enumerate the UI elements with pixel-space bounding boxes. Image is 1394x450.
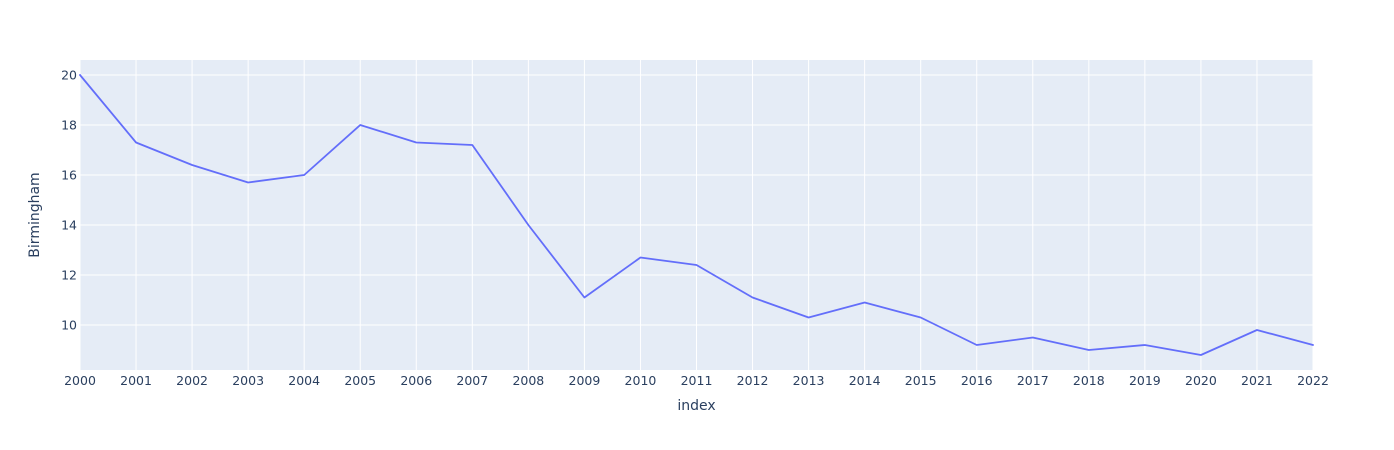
x-tick-label: 2007 — [456, 373, 488, 388]
y-tick-label: 12 — [61, 268, 77, 283]
series-line — [79, 74, 1314, 356]
x-tick-label: 2011 — [681, 373, 713, 388]
x-tick-label: 2017 — [1017, 373, 1049, 388]
y-axis-ticks: 10 12 14 16 18 20 — [61, 68, 77, 333]
x-axis-ticks: 2000 2001 2002 2003 2004 2005 2006 2007 2008 2009… — [64, 373, 1329, 388]
x-tick-label: 2009 — [569, 373, 601, 388]
x-tick-label: 2010 — [625, 373, 657, 388]
x-tick-label: 2019 — [1129, 373, 1161, 388]
x-axis-title: index — [677, 398, 715, 414]
x-tick-label: 2001 — [120, 373, 152, 388]
series-layer — [79, 74, 1314, 356]
x-tick-label: 2008 — [512, 373, 544, 388]
y-axis-title: Birmingham — [27, 172, 43, 257]
y-tick-label: 16 — [61, 168, 77, 183]
x-tick-label: 2004 — [288, 373, 320, 388]
x-tick-label: 2014 — [849, 373, 881, 388]
y-tick-label: 14 — [61, 218, 77, 233]
x-tick-label: 2015 — [905, 373, 937, 388]
y-tick-label: 10 — [61, 318, 77, 333]
y-tick-label: 20 — [61, 68, 77, 83]
y-tick-label: 18 — [61, 118, 77, 133]
x-tick-label: 2000 — [64, 373, 96, 388]
x-tick-label: 2006 — [400, 373, 432, 388]
x-tick-label: 2022 — [1297, 373, 1329, 388]
gridlines — [79, 60, 1314, 370]
x-tick-label: 2002 — [176, 373, 208, 388]
x-tick-label: 2016 — [961, 373, 993, 388]
x-tick-label: 2013 — [793, 373, 825, 388]
x-tick-label: 2003 — [232, 373, 264, 388]
x-tick-label: 2021 — [1241, 373, 1273, 388]
x-tick-label: 2020 — [1185, 373, 1217, 388]
x-tick-label: 2018 — [1073, 373, 1105, 388]
x-tick-label: 2012 — [737, 373, 769, 388]
x-tick-label: 2005 — [344, 373, 376, 388]
